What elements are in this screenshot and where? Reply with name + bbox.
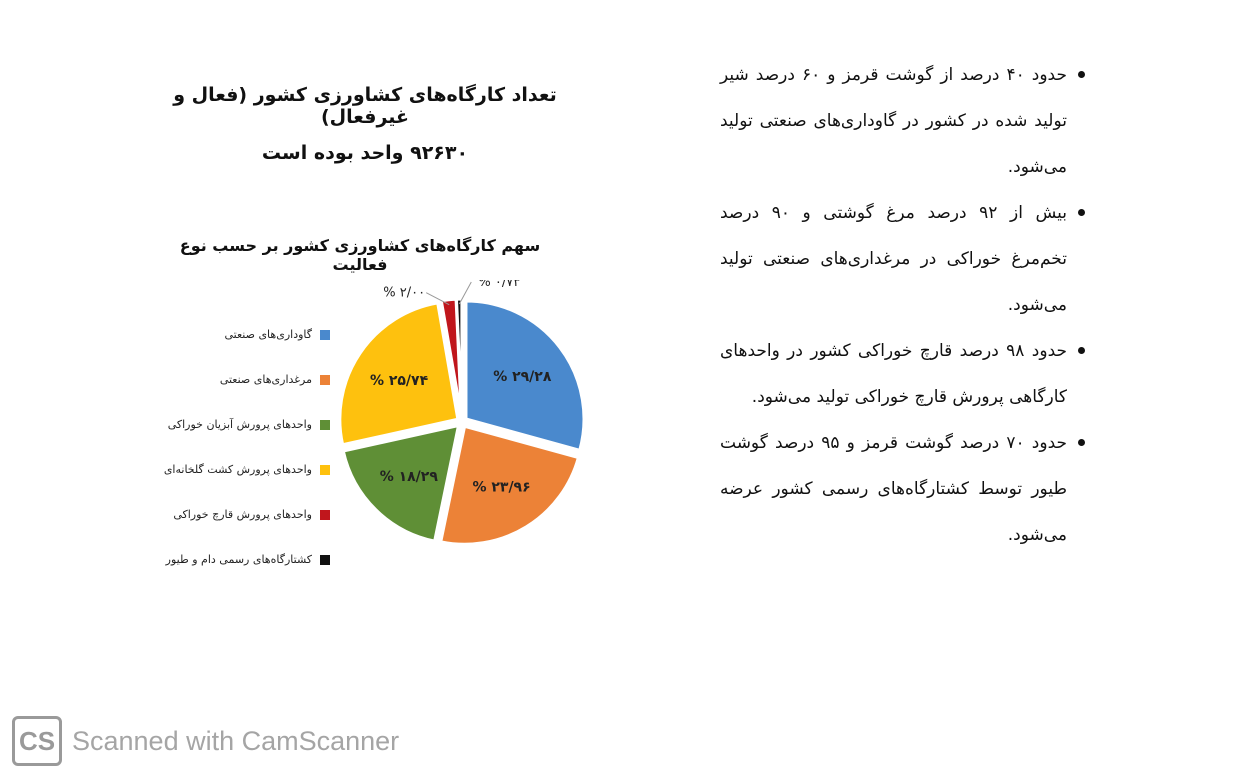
legend-item: کشتارگاه‌های رسمی دام و طیور — [130, 537, 330, 582]
chart-legend: گاوداری‌های صنعتی مرغداری‌های صنعتی واحد… — [130, 312, 330, 582]
bullet-text: حدود ۹۸ درصد قارچ خوراکی کشور در واحدهای… — [720, 341, 1067, 407]
leader-line — [425, 292, 450, 306]
slice-label: % ۱۸/۲۹ — [380, 469, 439, 485]
bullet-dot — [1078, 71, 1085, 78]
camscanner-watermark: CS Scanned with CamScanner — [12, 716, 399, 766]
legend-label: واحدهای پرورش آبزیان خوراکی — [167, 418, 312, 431]
legend-swatch — [320, 329, 330, 340]
page-heading-line-1: تعداد کارگاه‌های کشاورزی کشور (فعال و غی… — [173, 84, 557, 128]
legend-label: مرغداری‌های صنعتی — [219, 373, 312, 386]
page-heading-line-2: ۹۲۶۳۰ واحد بوده است — [261, 142, 469, 164]
slice-label: % ۲/۰۰ — [383, 286, 425, 301]
legend-swatch — [320, 554, 330, 565]
pie-slice — [341, 423, 461, 543]
bullet-text: حدود ۷۰ درصد گوشت قرمز و ۹۵ درصد گوشت طی… — [720, 433, 1068, 545]
legend-item: واحدهای پرورش آبزیان خوراکی — [130, 402, 330, 447]
legend-swatch — [320, 464, 330, 475]
legend-item: مرغداری‌های صنعتی — [130, 357, 330, 402]
legend-label: کشتارگاه‌های رسمی دام و طیور — [165, 553, 312, 566]
pie-slice — [338, 301, 460, 447]
bullet-text: حدود ۴۰ درصد از گوشت قرمز و ۶۰ درصد شیر … — [720, 65, 1067, 177]
bullet-item: حدود ۷۰ درصد گوشت قرمز و ۹۵ درصد گوشت طی… — [720, 420, 1085, 558]
legend-item: واحدهای پرورش کشت گلخانه‌ای — [130, 447, 330, 492]
slice-label: % ۲۳/۹۶ — [472, 480, 530, 496]
chart-title: سهم کارگاه‌های کشاورزی کشور بر حسب نوع ف… — [179, 236, 541, 274]
pie-slice — [438, 424, 581, 546]
bullet-dot — [1078, 347, 1085, 354]
legend-swatch — [320, 374, 330, 385]
bullet-item: حدود ۴۰ درصد از گوشت قرمز و ۶۰ درصد شیر … — [720, 52, 1085, 190]
leader-line — [458, 281, 472, 305]
legend-item: گاوداری‌های صنعتی — [130, 312, 330, 357]
camscanner-text: Scanned with CamScanner — [72, 725, 400, 756]
legend-swatch — [320, 509, 330, 520]
slice-label: % ۰/۷۳ — [478, 280, 520, 290]
slice-label: % ۲۹/۲۸ — [493, 369, 552, 385]
bullet-item: بیش از ۹۲ درصد مرغ گوشتی و ۹۰ درصد تخم‌م… — [720, 190, 1085, 328]
bullet-dot — [1078, 209, 1085, 216]
camscanner-logo-icon: CS — [12, 716, 62, 766]
legend-swatch — [320, 419, 330, 430]
bullet-text: بیش از ۹۲ درصد مرغ گوشتی و ۹۰ درصد تخم‌م… — [720, 203, 1068, 315]
pie-slice — [464, 299, 586, 453]
slice-label: % ۲۵/۷۴ — [370, 373, 429, 389]
legend-label: واحدهای پرورش قارچ خوراکی — [173, 508, 312, 521]
pie-chart: % ۲۹/۲۸ % ۲۳/۹۶ % ۱۸/۲۹ % ۲۵/۷۴ % ۲/۰۰ % ۰/۷۳ — [338, 280, 586, 546]
bullet-dot — [1078, 439, 1085, 446]
legend-label: گاوداری‌های صنعتی — [224, 328, 313, 341]
legend-item: واحدهای پرورش قارچ خوراکی — [130, 492, 330, 537]
bullet-item: حدود ۹۸ درصد قارچ خوراکی کشور در واحدهای… — [720, 328, 1085, 420]
bullet-list: حدود ۴۰ درصد از گوشت قرمز و ۶۰ درصد شیر … — [720, 52, 1085, 558]
legend-label: واحدهای پرورش کشت گلخانه‌ای — [163, 463, 312, 476]
